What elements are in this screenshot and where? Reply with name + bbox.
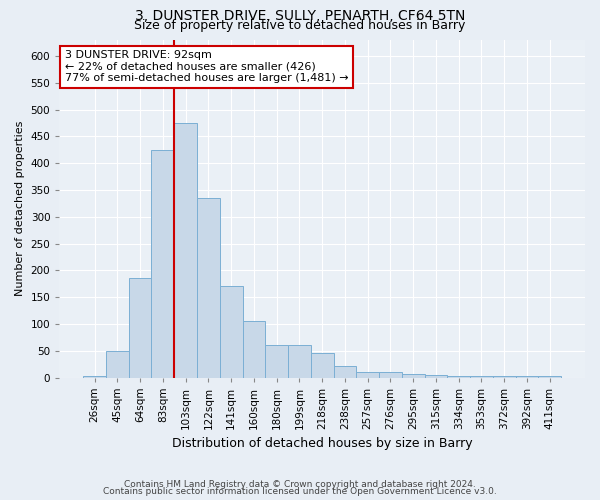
Bar	[515, 376, 538, 378]
Bar	[470, 376, 493, 378]
Bar	[174, 123, 197, 378]
Text: Contains HM Land Registry data © Crown copyright and database right 2024.: Contains HM Land Registry data © Crown c…	[124, 480, 476, 489]
Bar	[83, 376, 106, 378]
Bar	[493, 376, 515, 378]
Bar	[197, 198, 220, 378]
Bar	[356, 372, 379, 378]
X-axis label: Distribution of detached houses by size in Barry: Distribution of detached houses by size …	[172, 437, 472, 450]
Text: 3, DUNSTER DRIVE, SULLY, PENARTH, CF64 5TN: 3, DUNSTER DRIVE, SULLY, PENARTH, CF64 5…	[135, 9, 465, 23]
Bar	[402, 374, 425, 378]
Bar	[220, 286, 242, 378]
Bar	[106, 350, 129, 378]
Bar	[242, 322, 265, 378]
Y-axis label: Number of detached properties: Number of detached properties	[15, 121, 25, 296]
Bar	[379, 372, 402, 378]
Bar	[129, 278, 151, 378]
Bar	[151, 150, 174, 378]
Bar	[311, 354, 334, 378]
Text: Contains public sector information licensed under the Open Government Licence v3: Contains public sector information licen…	[103, 487, 497, 496]
Bar	[425, 375, 448, 378]
Bar	[538, 376, 561, 378]
Text: Size of property relative to detached houses in Barry: Size of property relative to detached ho…	[134, 19, 466, 32]
Text: 3 DUNSTER DRIVE: 92sqm
← 22% of detached houses are smaller (426)
77% of semi-de: 3 DUNSTER DRIVE: 92sqm ← 22% of detached…	[65, 50, 348, 84]
Bar	[334, 366, 356, 378]
Bar	[448, 376, 470, 378]
Bar	[265, 346, 288, 378]
Bar	[288, 346, 311, 378]
